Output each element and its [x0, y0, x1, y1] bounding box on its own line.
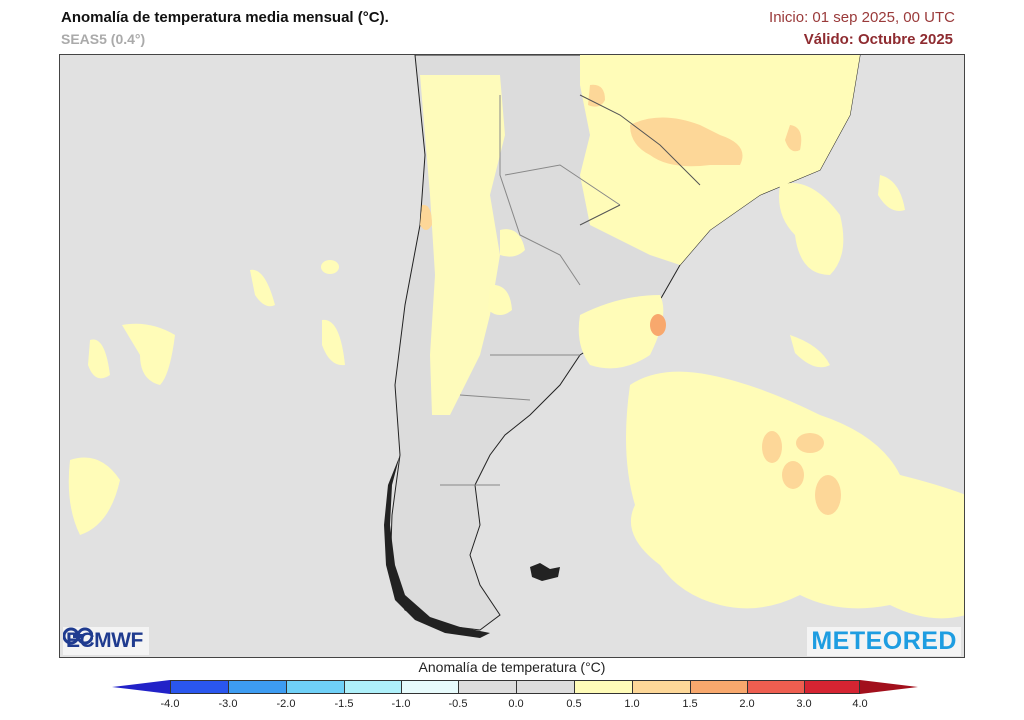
colorbar-tick: 4.0: [852, 698, 868, 710]
colorbar-segment: [574, 680, 632, 694]
valid-date: Válido: Octubre 2025: [803, 31, 953, 48]
colorbar-segment: [747, 680, 804, 694]
colorbar-tick: 0.0: [508, 698, 524, 710]
colorbar-segment: [458, 680, 516, 694]
init-date: Inicio: 01 sep 2025, 00 UTC: [769, 9, 955, 26]
colorbar: [112, 680, 918, 694]
colorbar-segment: [344, 680, 401, 694]
colorbar-arrows: [112, 680, 918, 694]
colorbar-segment: [804, 680, 860, 694]
colorbar-tick: 2.0: [739, 698, 755, 710]
model-subtitle: SEAS5 (0.4°): [61, 31, 146, 47]
colorbar-segment: [516, 680, 574, 694]
colorbar-tick: -1.0: [391, 698, 411, 710]
colorbar-segment: [170, 680, 228, 694]
colorbar-tick: 1.5: [682, 698, 698, 710]
colorbar-segment: [401, 680, 458, 694]
colorbar-tick: 3.0: [796, 698, 812, 710]
anomaly-andes: [420, 75, 505, 415]
colorbar-tick: 0.5: [566, 698, 582, 710]
colorbar-tick: -0.5: [448, 698, 468, 710]
colorbar-segment: [228, 680, 286, 694]
anomaly-uruguay-offshore: [578, 295, 664, 369]
meteored-logo: METEORED: [807, 627, 961, 656]
anomaly-map: ECMWF METEORED: [59, 54, 965, 658]
ecmwf-emblem-icon: [63, 627, 93, 645]
ecmwf-logo: ECMWF: [63, 627, 149, 655]
anomaly-patch: [630, 117, 743, 167]
colorbar-title: Anomalía de temperatura (°C): [418, 659, 606, 675]
falkland-islands: [530, 563, 560, 581]
chile-coast-fjords: [384, 455, 490, 638]
colorbar-tick: -4.0: [160, 698, 180, 710]
colorbar-segment: [286, 680, 344, 694]
map-title: Anomalía de temperatura media mensual (°…: [61, 9, 389, 26]
colorbar-segment: [632, 680, 690, 694]
ecmwf-logo-text: ECMWF: [66, 629, 143, 652]
colorbar-tick: 1.0: [624, 698, 640, 710]
colorbar-tick: -2.0: [276, 698, 296, 710]
colorbar-segment: [690, 680, 747, 694]
map-canvas: [68, 55, 964, 638]
colorbar-tick: -1.5: [334, 698, 354, 710]
colorbar-tick: -3.0: [218, 698, 238, 710]
anomaly-south-atlantic: [626, 371, 964, 619]
